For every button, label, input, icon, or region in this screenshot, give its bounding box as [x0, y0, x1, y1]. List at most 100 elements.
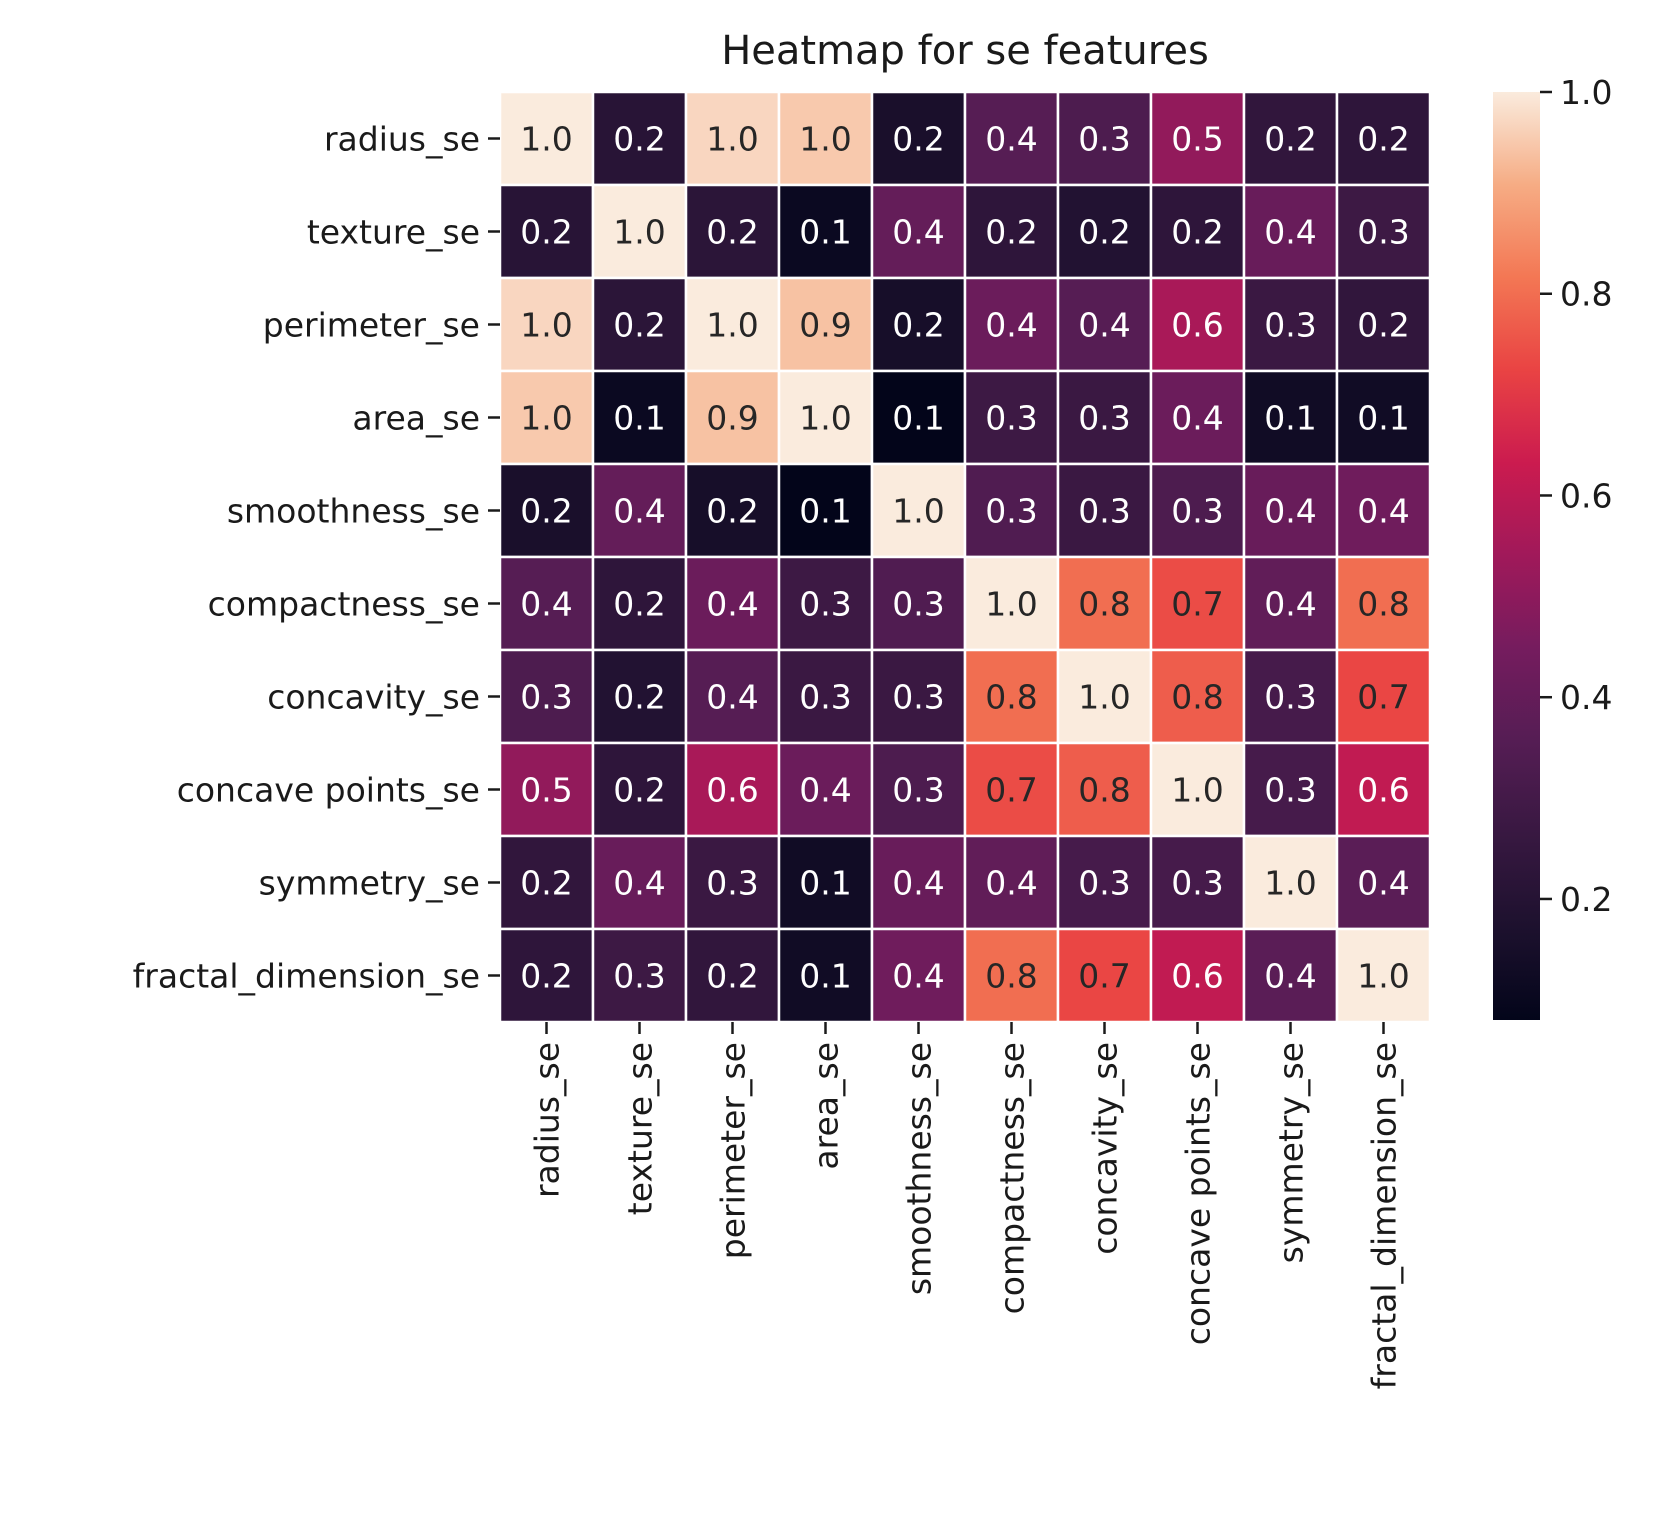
cell-value-label: 0.4: [985, 306, 1037, 345]
cell-value-label: 0.2: [1357, 120, 1409, 159]
cell-value-label: 0.2: [520, 864, 572, 903]
cell-value-label: 1.0: [706, 306, 758, 345]
cell-value-label: 0.4: [613, 864, 665, 903]
cell-value-label: 0.3: [892, 771, 944, 810]
heatmap-cell: [1335, 276, 1432, 373]
cell-value-label: 1.0: [892, 492, 944, 531]
heatmap-cell: [1335, 183, 1432, 280]
heatmap-cell: [1149, 648, 1246, 745]
cell-value-label: 0.8: [985, 678, 1037, 717]
heatmap-cell: [777, 648, 874, 745]
heatmap-cell: [963, 555, 1060, 652]
cell-value-label: 0.4: [1171, 399, 1223, 438]
colorbar-tick-label: 0.8: [1560, 275, 1612, 314]
cell-value-label: 0.4: [985, 120, 1037, 159]
cell-value-label: 0.2: [1078, 213, 1130, 252]
x-tick-label: smoothness_se: [900, 1042, 939, 1295]
cell-value-label: 0.3: [1264, 678, 1316, 717]
cell-value-label: 0.4: [1357, 492, 1409, 531]
cell-value-label: 0.7: [1078, 957, 1130, 996]
cell-value-label: 1.0: [520, 306, 572, 345]
cell-value-label: 0.2: [985, 213, 1037, 252]
x-axis-labels: radius_se texture_se perimeter_se area_se sm…: [528, 1022, 1404, 1389]
cell-value-label: 0.8: [1171, 678, 1223, 717]
cell-value-label: 0.8: [985, 957, 1037, 996]
heatmap-cell: [1149, 834, 1246, 931]
cell-value-label: 0.4: [799, 771, 851, 810]
heatmap-cell: [1056, 741, 1153, 838]
cell-value-label: 0.4: [706, 678, 758, 717]
cell-value-label: 0.4: [892, 957, 944, 996]
cell-value-label: 0.2: [892, 306, 944, 345]
cell-value-label: 0.2: [520, 492, 572, 531]
cell-value-label: 0.3: [520, 678, 572, 717]
heatmap-cell: [1149, 90, 1246, 187]
x-tick-label: fractal_dimension_se: [1365, 1042, 1404, 1389]
cell-value-label: 0.4: [1078, 306, 1130, 345]
heatmap-cell: [1335, 90, 1432, 187]
heatmap-cell: [498, 648, 595, 745]
heatmap-cell: [1056, 927, 1153, 1024]
y-tick-label: concavity_se: [267, 678, 480, 717]
cell-value-label: 0.4: [892, 864, 944, 903]
heatmap-cell: [1335, 648, 1432, 745]
cell-value-label: 0.3: [892, 678, 944, 717]
heatmap-cell: [591, 462, 688, 559]
cell-value-label: 0.3: [799, 678, 851, 717]
cell-value-label: 0.8: [1357, 585, 1409, 624]
cell-value-label: 0.6: [1171, 957, 1223, 996]
colorbar-tick-label: 0.6: [1560, 476, 1612, 515]
cell-value-label: 0.3: [1357, 213, 1409, 252]
cell-value-label: 0.2: [613, 585, 665, 624]
cell-value-label: 0.2: [613, 120, 665, 159]
cell-value-label: 0.4: [1357, 864, 1409, 903]
heatmap-cell: [1242, 741, 1339, 838]
heatmap-cell: [684, 555, 781, 652]
cell-value-label: 1.0: [1171, 771, 1223, 810]
cell-value-label: 1.0: [1357, 957, 1409, 996]
heatmap-cell: [591, 90, 688, 187]
y-tick-label: texture_se: [307, 213, 480, 252]
cell-value-label: 1.0: [799, 120, 851, 159]
cell-value-label: 0.5: [1171, 120, 1223, 159]
cell-value-label: 0.4: [613, 492, 665, 531]
y-axis-labels: radius_se texture_se perimeter_se area_sesm…: [133, 120, 500, 996]
cell-value-label: 0.1: [799, 213, 851, 252]
cell-value-label: 1.0: [1264, 864, 1316, 903]
heatmap-cell: [870, 462, 967, 559]
heatmap-cell: [1335, 927, 1432, 1024]
heatmap-cell: [963, 741, 1060, 838]
cell-value-label: 1.0: [613, 213, 665, 252]
heatmap-cell: [684, 741, 781, 838]
x-tick-label: compactness_se: [993, 1042, 1032, 1314]
heatmap-cell: [1056, 276, 1153, 373]
cell-value-label: 0.7: [1171, 585, 1223, 624]
cell-value-label: 0.2: [613, 306, 665, 345]
heatmap-cell: [1242, 276, 1339, 373]
heatmap-cell: [1056, 183, 1153, 280]
cell-value-label: 0.5: [520, 771, 572, 810]
y-tick-label: concave points_se: [177, 771, 480, 810]
cell-value-label: 0.4: [1264, 492, 1316, 531]
cell-value-label: 0.4: [1264, 213, 1316, 252]
heatmap-cell: [1242, 183, 1339, 280]
cell-value-label: 0.2: [892, 120, 944, 159]
colorbar-tick-label: 1.0: [1560, 73, 1612, 112]
cell-value-label: 0.6: [1357, 771, 1409, 810]
cell-value-label: 0.6: [706, 771, 758, 810]
cell-value-label: 1.0: [706, 120, 758, 159]
colorbar-tick-label: 0.2: [1560, 880, 1612, 919]
cell-value-label: 0.4: [892, 213, 944, 252]
heatmap-cell: [1149, 927, 1246, 1024]
x-tick-label: texture_se: [621, 1042, 660, 1215]
heatmap-cell: [591, 834, 688, 931]
cell-value-label: 0.8: [1078, 771, 1130, 810]
cell-value-label: 0.4: [520, 585, 572, 624]
cell-value-label: 0.3: [1078, 864, 1130, 903]
cell-value-label: 0.3: [985, 399, 1037, 438]
cell-value-label: 0.3: [1078, 399, 1130, 438]
cell-value-label: 0.2: [1264, 120, 1316, 159]
cell-value-label: 0.4: [706, 585, 758, 624]
cell-value-label: 0.3: [799, 585, 851, 624]
heatmap-cell: [1056, 369, 1153, 466]
